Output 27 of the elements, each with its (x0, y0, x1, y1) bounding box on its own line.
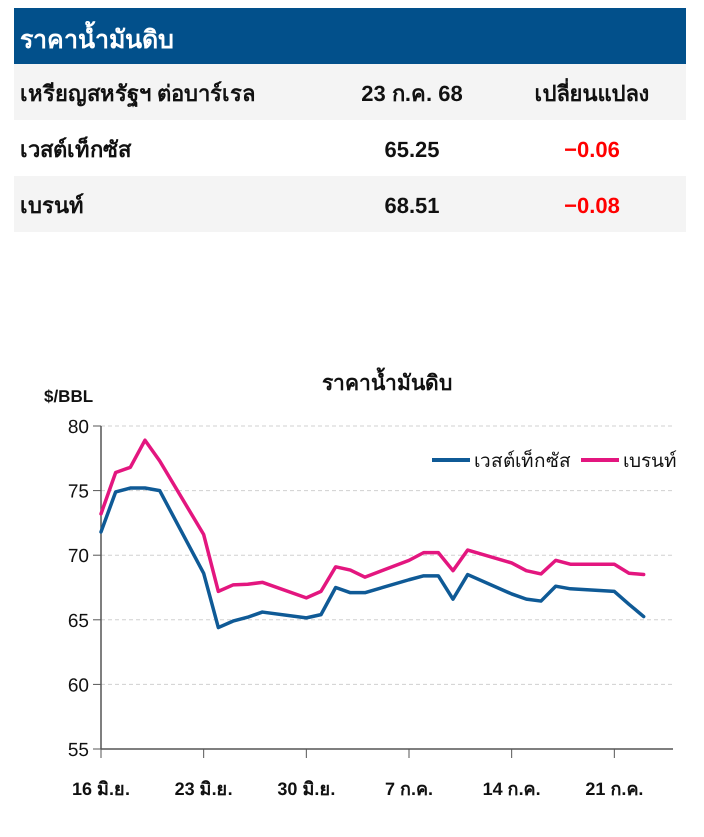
text: เบรนท์ (20, 193, 84, 218)
text: เปลี่ยนแปลง (534, 77, 650, 106)
x-tick-label: 16 มิ.ย. (72, 779, 130, 799)
text: 68.51 (384, 193, 440, 218)
text: −0.08 (564, 193, 620, 218)
y-tick-label: 70 (68, 546, 89, 568)
text: เวสต์เท็กซัส (20, 135, 132, 162)
y-tick-label: 75 (68, 482, 89, 503)
legend-label: เวสต์เท็กซัส (474, 448, 571, 472)
legend-label: เบรนท์ (623, 450, 677, 472)
y-tick-label: 65 (68, 610, 89, 632)
text: เหรียญสหรัฐฯ ต่อบาร์เรล (20, 81, 256, 108)
line-series (99, 486, 646, 630)
text: 65.25 (384, 137, 440, 162)
y-tick-label: 60 (68, 675, 89, 696)
x-tick-label: 14 ก.ค. (482, 779, 541, 799)
y-tick-label: 55 (68, 740, 89, 761)
x-tick-label: 7 ก.ค. (384, 779, 434, 799)
x-tick-label: 23 มิ.ย. (174, 779, 233, 799)
chart-title: ราคาน้ำมันดิบ (322, 367, 452, 395)
text: 23 ก.ค. 68 (361, 81, 463, 106)
x-tick-label: 21 ก.ค. (585, 779, 644, 799)
x-tick-label: 30 มิ.ย. (277, 779, 336, 799)
text: ราคาน้ำมันดิบ (20, 20, 174, 54)
text: −0.06 (564, 137, 620, 162)
y-axis-title: $/BBL (44, 387, 94, 406)
y-tick-label: 80 (68, 417, 89, 438)
